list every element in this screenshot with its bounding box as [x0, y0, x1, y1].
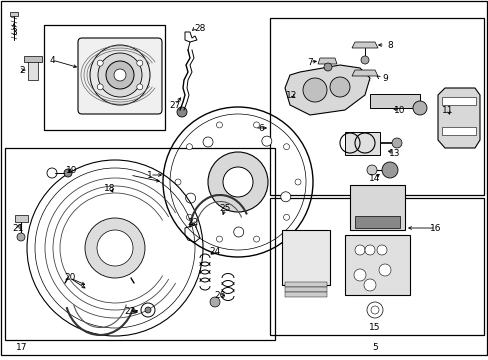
Text: 28: 28 — [194, 23, 205, 32]
Text: 8: 8 — [386, 41, 392, 50]
Circle shape — [186, 214, 192, 220]
Polygon shape — [351, 42, 377, 48]
Circle shape — [280, 192, 290, 202]
Circle shape — [175, 179, 181, 185]
Text: 16: 16 — [429, 224, 441, 233]
Circle shape — [364, 245, 374, 255]
Circle shape — [294, 179, 301, 185]
Text: 4: 4 — [49, 55, 55, 64]
FancyBboxPatch shape — [78, 38, 162, 114]
Circle shape — [412, 101, 426, 115]
Circle shape — [203, 137, 213, 147]
Text: 13: 13 — [388, 149, 400, 158]
Circle shape — [391, 138, 401, 148]
Circle shape — [216, 236, 222, 242]
Text: 15: 15 — [368, 324, 380, 333]
Polygon shape — [285, 65, 369, 115]
Circle shape — [303, 78, 326, 102]
Bar — [441, 97, 475, 105]
Bar — [285, 282, 326, 287]
Circle shape — [376, 245, 386, 255]
Bar — [354, 216, 399, 228]
Bar — [349, 185, 404, 230]
Text: 21: 21 — [12, 224, 23, 233]
Polygon shape — [10, 12, 18, 16]
Circle shape — [185, 193, 195, 203]
Circle shape — [145, 307, 151, 313]
Polygon shape — [28, 60, 38, 80]
Text: 11: 11 — [441, 105, 453, 114]
Circle shape — [177, 107, 186, 117]
Circle shape — [283, 144, 289, 150]
Circle shape — [233, 227, 243, 237]
Text: 27: 27 — [169, 100, 181, 109]
Bar — [285, 292, 326, 297]
Polygon shape — [24, 56, 42, 62]
Text: 14: 14 — [368, 174, 380, 183]
Polygon shape — [317, 58, 336, 64]
Circle shape — [209, 297, 220, 307]
Text: 7: 7 — [306, 58, 312, 67]
Bar — [282, 230, 329, 285]
Text: 5: 5 — [371, 343, 377, 352]
Text: 20: 20 — [64, 274, 76, 283]
Bar — [44, 25, 164, 130]
Circle shape — [363, 279, 375, 291]
Text: 18: 18 — [104, 184, 116, 193]
Bar — [441, 127, 475, 135]
Text: 23: 23 — [124, 307, 135, 316]
Circle shape — [137, 84, 142, 90]
Circle shape — [253, 122, 259, 128]
Circle shape — [283, 214, 289, 220]
Polygon shape — [437, 88, 479, 148]
Text: 17: 17 — [16, 343, 28, 352]
Text: 24: 24 — [209, 248, 220, 256]
Circle shape — [97, 230, 133, 266]
Bar — [269, 198, 483, 335]
Polygon shape — [15, 215, 28, 222]
Circle shape — [114, 69, 126, 81]
Circle shape — [381, 162, 397, 178]
Circle shape — [207, 152, 267, 212]
Text: 25: 25 — [219, 203, 230, 212]
Text: 26: 26 — [214, 291, 225, 300]
Text: 22: 22 — [187, 217, 198, 226]
Circle shape — [90, 45, 150, 105]
Circle shape — [186, 144, 192, 150]
Bar — [345, 235, 409, 295]
Circle shape — [324, 63, 331, 71]
Circle shape — [354, 245, 364, 255]
Circle shape — [64, 169, 72, 177]
Text: 1: 1 — [147, 171, 153, 180]
Circle shape — [17, 233, 25, 241]
Circle shape — [97, 60, 103, 66]
Circle shape — [378, 264, 390, 276]
Circle shape — [98, 53, 142, 97]
Circle shape — [216, 122, 222, 128]
Circle shape — [106, 61, 134, 89]
Text: 9: 9 — [381, 73, 387, 82]
Polygon shape — [345, 132, 379, 155]
Bar — [5, 148, 274, 340]
Circle shape — [97, 84, 103, 90]
Circle shape — [353, 269, 365, 281]
Circle shape — [366, 165, 376, 175]
Circle shape — [329, 77, 349, 97]
Text: 19: 19 — [66, 166, 78, 175]
Text: 10: 10 — [393, 105, 405, 114]
Text: 3: 3 — [11, 27, 17, 36]
Bar — [369, 94, 419, 108]
Bar — [285, 287, 326, 292]
Circle shape — [85, 218, 145, 278]
Circle shape — [223, 167, 252, 197]
Text: 2: 2 — [19, 66, 25, 75]
Circle shape — [253, 236, 259, 242]
Circle shape — [137, 60, 142, 66]
Bar — [269, 18, 483, 195]
Text: 6: 6 — [258, 123, 264, 132]
Text: 12: 12 — [286, 90, 297, 99]
Circle shape — [360, 56, 368, 64]
Circle shape — [261, 136, 271, 146]
Polygon shape — [351, 70, 377, 76]
